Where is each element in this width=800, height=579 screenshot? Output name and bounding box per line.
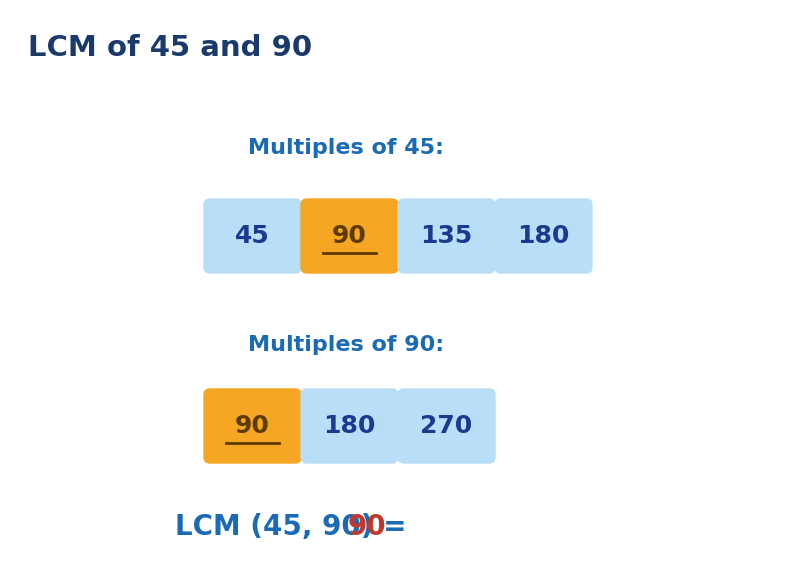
Text: 180: 180 <box>323 414 376 438</box>
Text: 135: 135 <box>420 224 473 248</box>
FancyBboxPatch shape <box>398 199 495 273</box>
Text: 90: 90 <box>332 224 367 248</box>
Text: 45: 45 <box>235 224 270 248</box>
Text: LCM of 45 and 90: LCM of 45 and 90 <box>28 34 312 62</box>
Text: Multiples of 90:: Multiples of 90: <box>248 335 444 355</box>
Text: Multiples of 45:: Multiples of 45: <box>248 138 444 158</box>
Text: 90: 90 <box>347 513 386 541</box>
FancyBboxPatch shape <box>204 199 301 273</box>
FancyBboxPatch shape <box>301 199 398 273</box>
FancyBboxPatch shape <box>301 389 398 463</box>
Text: 270: 270 <box>420 414 473 438</box>
FancyBboxPatch shape <box>398 389 495 463</box>
FancyBboxPatch shape <box>495 199 592 273</box>
FancyBboxPatch shape <box>204 389 301 463</box>
Text: LCM (45, 90) =: LCM (45, 90) = <box>175 513 416 541</box>
Text: 90: 90 <box>235 414 270 438</box>
Text: 180: 180 <box>518 224 570 248</box>
